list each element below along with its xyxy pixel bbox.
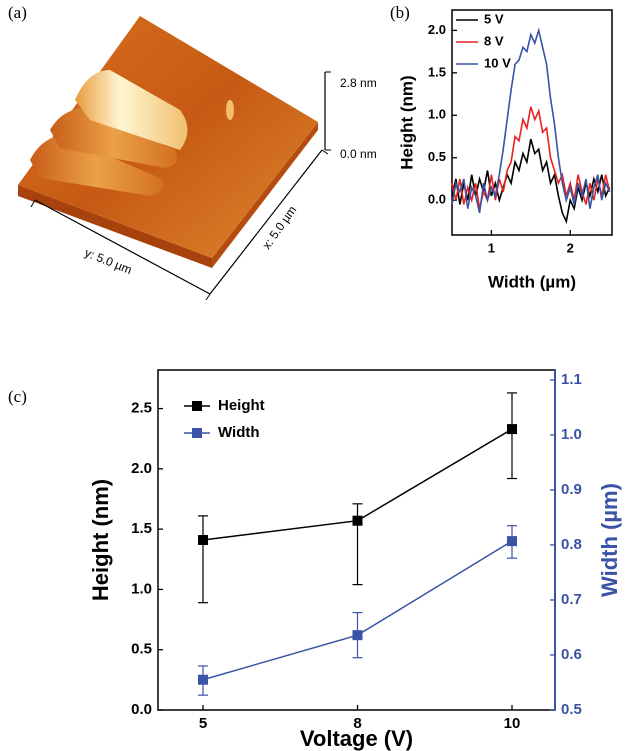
panel-label: (b) xyxy=(390,3,410,22)
series-line xyxy=(451,106,611,209)
plot-frame xyxy=(157,369,556,711)
plot-frame xyxy=(451,9,613,236)
legend-label: 8 V xyxy=(484,33,504,48)
legend-marker xyxy=(192,428,202,438)
legend-label: Height xyxy=(218,397,265,414)
marker xyxy=(352,515,363,526)
bump xyxy=(226,100,234,120)
y-tick-label: 2.5 xyxy=(131,400,152,417)
axis-tick xyxy=(30,199,36,208)
y2-tick-label: 0.5 xyxy=(561,701,582,718)
y2-tick-label: 1.0 xyxy=(561,426,582,443)
y-tick-label: 0.5 xyxy=(428,149,446,164)
y2-tick-label: 1.1 xyxy=(561,371,582,388)
panel-label: (a) xyxy=(8,3,27,22)
panel-label: (c) xyxy=(8,387,27,406)
ridge xyxy=(30,135,164,196)
x-tick-label: 1 xyxy=(488,240,495,255)
scale-label: 0.0 nm xyxy=(340,147,377,161)
scale-label: 2.8 nm xyxy=(340,76,377,90)
axis-line xyxy=(209,149,323,295)
y-tick-label: 1.5 xyxy=(131,520,152,537)
series-line xyxy=(451,27,611,214)
y2-tick-label: 0.7 xyxy=(561,591,582,608)
axis-tick xyxy=(205,293,211,301)
axis-line xyxy=(34,199,211,295)
marker xyxy=(198,674,208,685)
y-tick-label: 1.0 xyxy=(428,107,446,122)
afm-panel: (a) 2.8 nm 0.0 nm y: 5.0 µm x: 5.0 µm xyxy=(8,3,377,301)
surface-side xyxy=(212,122,318,268)
x-tick-label: 5 xyxy=(199,715,207,732)
x-axis-title: Width (µm) xyxy=(488,272,576,291)
y-axis-title: Height (nm) xyxy=(397,75,416,169)
marker xyxy=(198,535,208,545)
y-tick-label: 1.5 xyxy=(428,64,446,79)
legend-marker xyxy=(192,401,202,411)
x-tick-label: 10 xyxy=(504,715,521,732)
x-axis-title: Voltage (V) xyxy=(300,726,413,751)
marker xyxy=(507,424,517,435)
y2-tick-label: 0.9 xyxy=(561,481,582,498)
x-tick-label: 2 xyxy=(567,240,574,255)
y-axis-title: Height (nm) xyxy=(88,479,113,601)
ridge xyxy=(75,70,188,150)
axis-label: y: 5.0 µm xyxy=(83,245,134,277)
y-tick-label: 0.0 xyxy=(428,192,446,207)
surface-side xyxy=(18,185,212,268)
y-tick-label: 0.5 xyxy=(131,641,152,658)
legend-label: 5 V xyxy=(484,11,504,26)
x-tick-label: 8 xyxy=(353,715,361,732)
y-tick-label: 2.0 xyxy=(428,22,446,37)
marker xyxy=(352,630,363,641)
y2-tick-label: 0.6 xyxy=(561,646,582,663)
legend-label: 10 V xyxy=(484,55,511,70)
marker xyxy=(507,536,517,547)
y-tick-label: 1.0 xyxy=(131,580,152,597)
y-tick-label: 0.0 xyxy=(131,701,152,718)
legend-label: Width xyxy=(218,424,260,441)
y2-tick-label: 0.8 xyxy=(561,536,582,553)
ridge xyxy=(50,108,178,168)
axis-label: x: 5.0 µm xyxy=(259,203,299,252)
axis-tick xyxy=(321,149,329,155)
y2-axis-title: Width (µm) xyxy=(597,483,622,597)
y-tick-label: 2.0 xyxy=(131,460,152,477)
